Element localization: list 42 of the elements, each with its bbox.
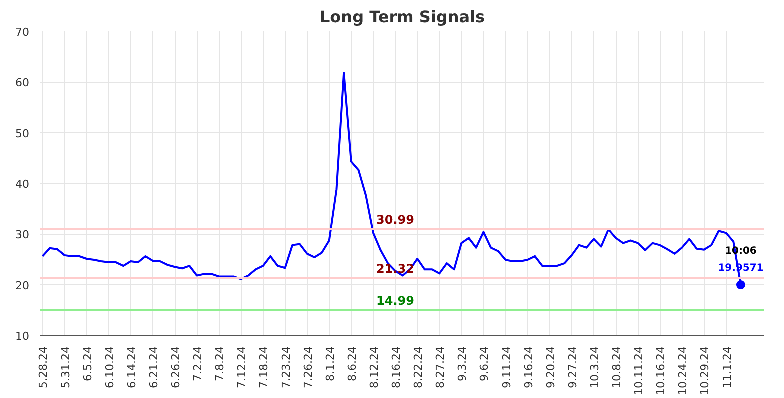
x-tick-label: 6.26.24 — [170, 346, 183, 388]
x-tick-label: 10.29.24 — [698, 346, 712, 396]
x-tick-label: 10.24.24 — [676, 346, 690, 396]
y-tick-label: 60 — [16, 76, 30, 90]
x-tick-label: 9.6.24 — [478, 346, 492, 382]
y-tick-label: 20 — [16, 279, 30, 292]
x-tick-label: 8.16.24 — [390, 346, 404, 388]
x-tick-label: 7.8.24 — [214, 346, 227, 382]
x-tick-label: 7.12.24 — [236, 346, 249, 388]
x-tick-label: 5.28.24 — [37, 346, 50, 388]
x-tick-label: 9.3.24 — [456, 346, 470, 382]
x-tick-label: 7.18.24 — [258, 346, 271, 388]
x-tick-label: 9.27.24 — [566, 346, 580, 388]
x-tick-label: 10.16.24 — [654, 346, 668, 396]
y-tick-label: 50 — [16, 127, 30, 140]
ref-line-label: 30.99 — [376, 213, 415, 228]
x-tick-label: 8.6.24 — [346, 346, 359, 382]
x-tick-label: 6.14.24 — [125, 346, 138, 388]
y-tick-label: 10 — [16, 330, 30, 343]
x-tick-label: 8.1.24 — [324, 346, 337, 382]
x-tick-label: 7.2.24 — [192, 346, 205, 382]
x-tick-label: 7.23.24 — [280, 346, 293, 388]
ref-line-label: 14.99 — [376, 294, 415, 308]
x-tick-label: 8.27.24 — [434, 346, 448, 388]
x-tick-label: 6.5.24 — [81, 346, 94, 382]
y-tick-label: 40 — [16, 178, 30, 191]
x-tick-label: 9.16.24 — [522, 346, 536, 388]
x-tick-label: 10.8.24 — [610, 346, 624, 388]
x-tick-label: 6.10.24 — [103, 346, 116, 388]
x-tick-label: 8.22.24 — [412, 346, 426, 388]
x-tick-label: 10.3.24 — [588, 346, 602, 388]
x-tick-label: 8.12.24 — [368, 346, 381, 388]
x-tick-label: 11.1.24 — [720, 346, 734, 388]
y-tick-label: 30 — [16, 228, 30, 242]
x-tick-label: 6.21.24 — [147, 346, 160, 388]
x-tick-label: 10.11.24 — [632, 346, 646, 396]
x-tick-label: 7.26.24 — [302, 346, 315, 388]
x-tick-label: 9.11.24 — [500, 346, 514, 388]
x-tick-label: 5.31.24 — [59, 346, 72, 388]
x-tick-label: 9.20.24 — [544, 346, 558, 388]
chart-title: Long Term Signals — [320, 8, 486, 26]
y-tick-label: 70 — [16, 26, 30, 39]
